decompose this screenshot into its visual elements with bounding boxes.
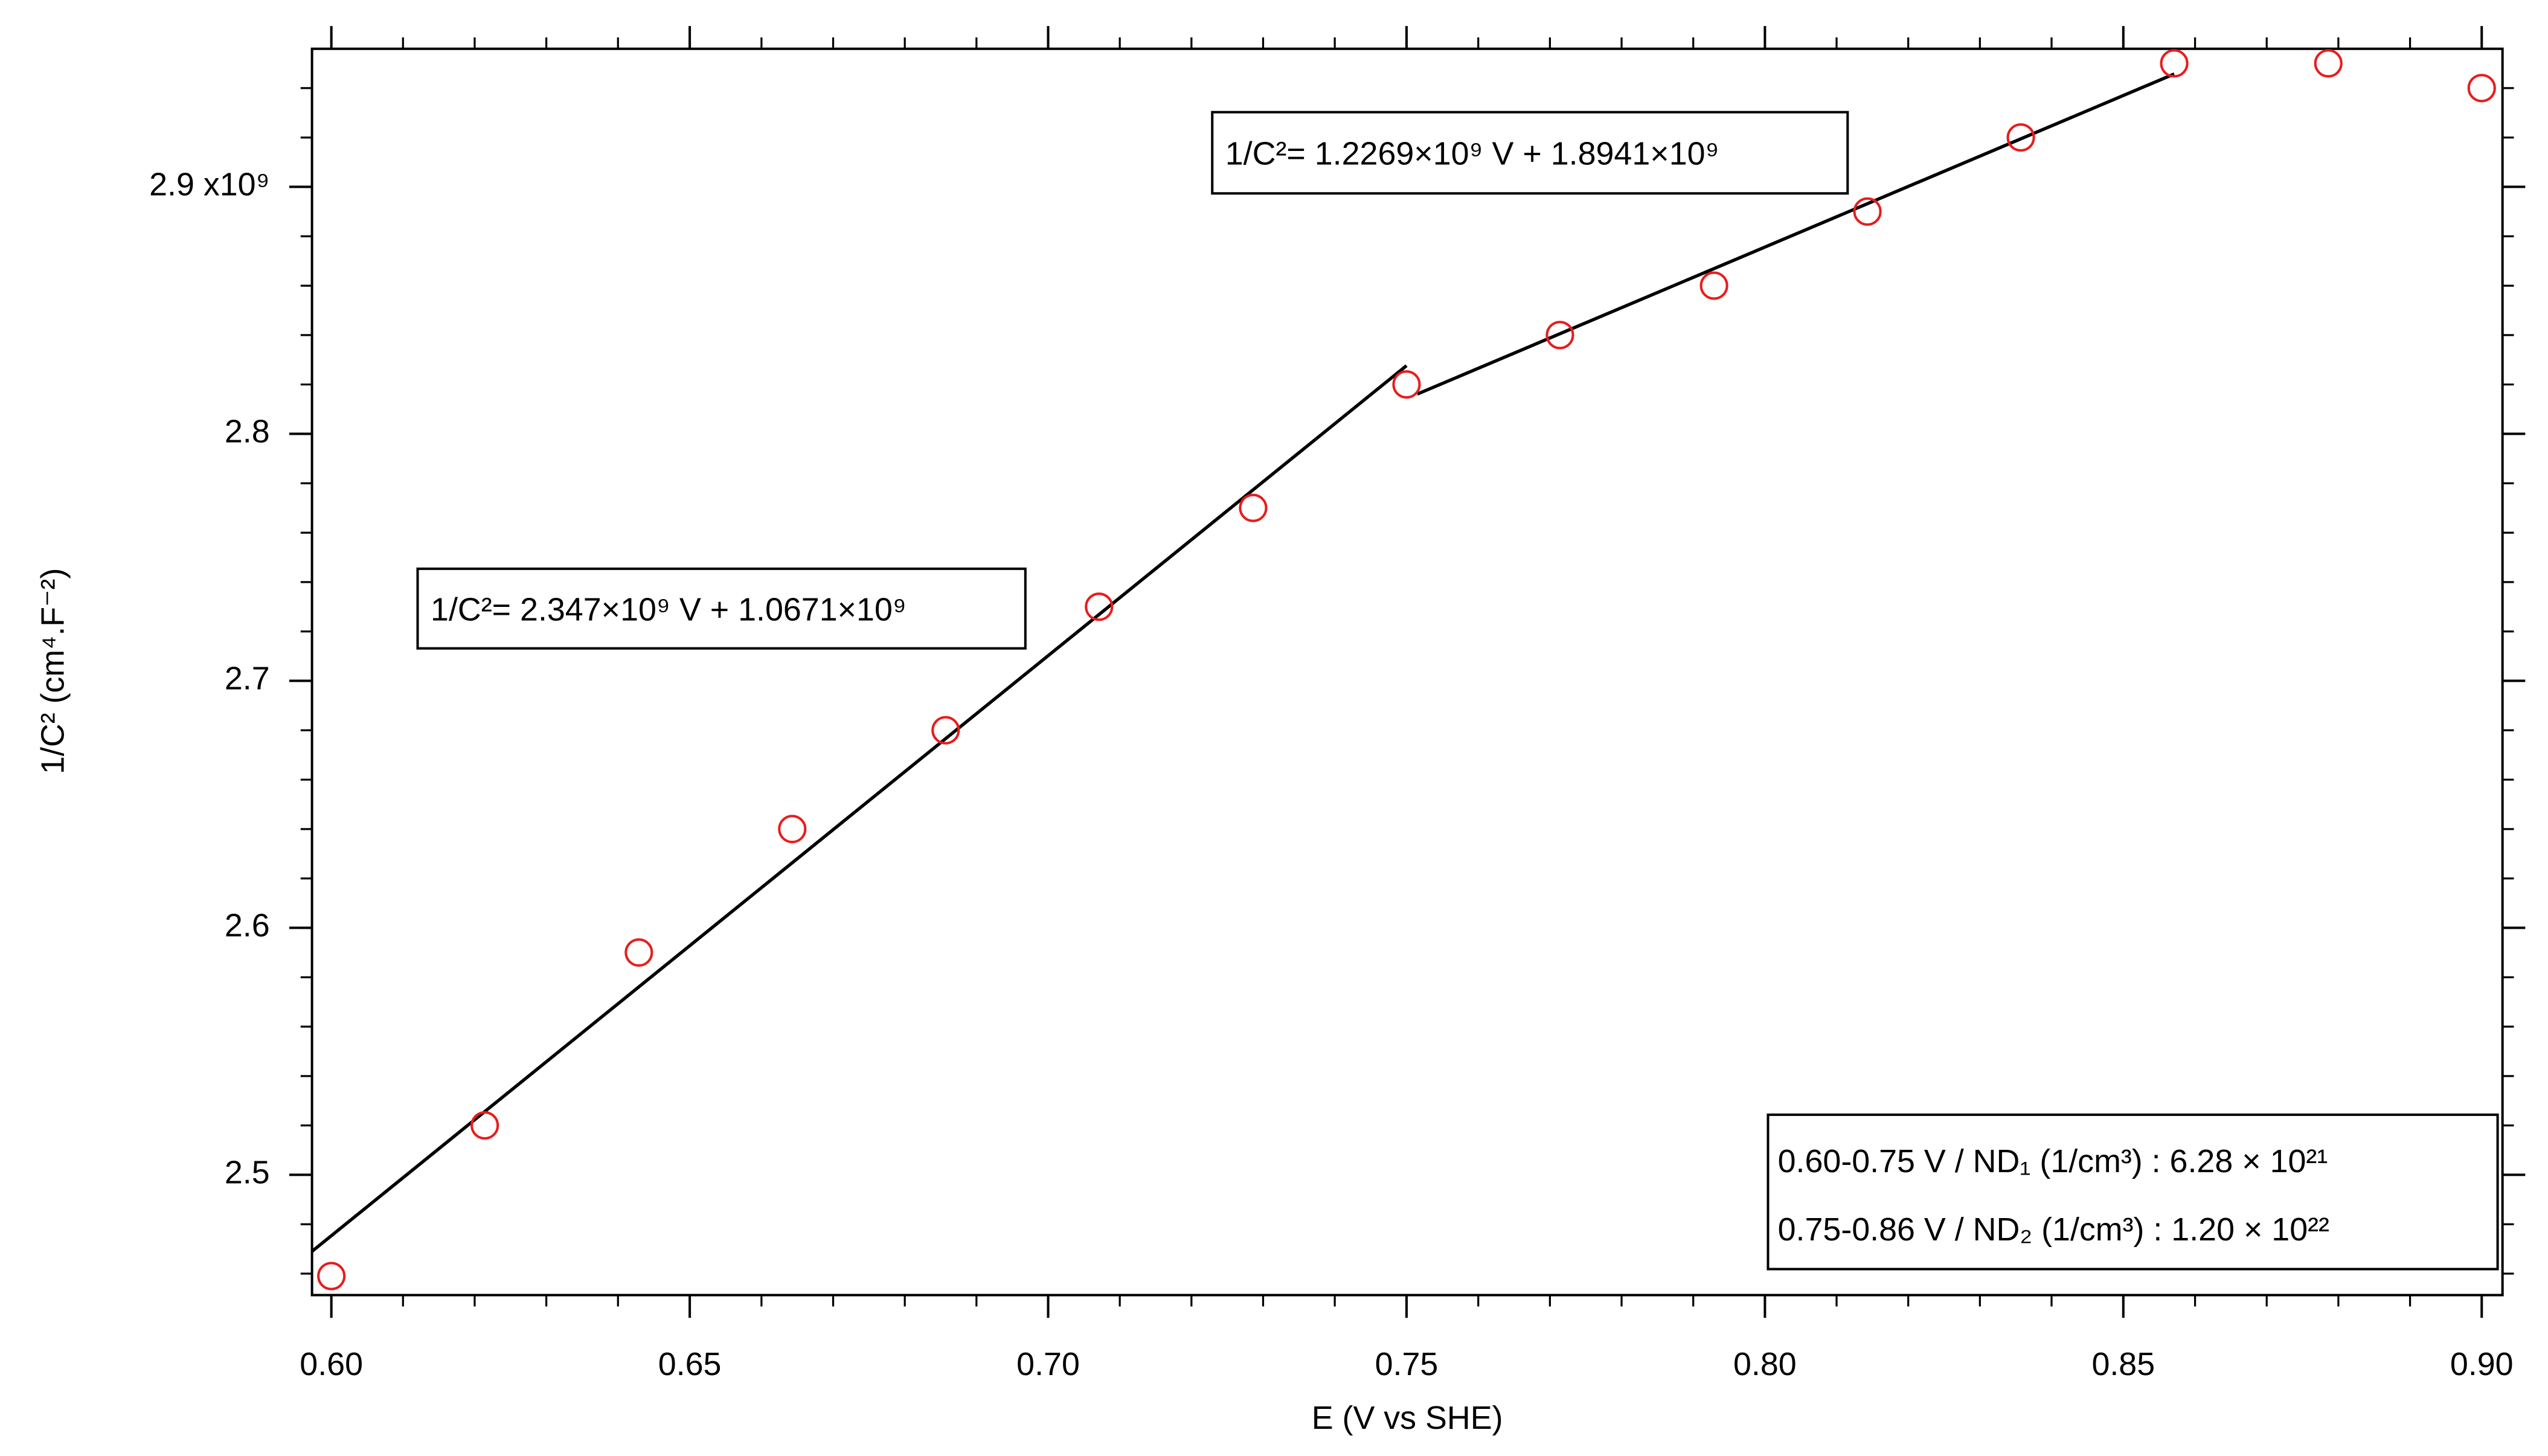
x-axis-title: E (V vs SHE) (1312, 1400, 1503, 1436)
annotation-box (1767, 1113, 2499, 1271)
x-tick-label: 0.85 (2091, 1346, 2155, 1382)
data-point (470, 1111, 499, 1140)
x-tick-label: 0.65 (658, 1346, 722, 1382)
data-point (1699, 271, 1728, 300)
x-tick-label: 0.80 (1733, 1346, 1797, 1382)
fit-line (1416, 72, 2175, 396)
annotation: 0.60-0.75 V / ND₁ (1/cm³) : 6.28 × 10²¹ (1778, 1143, 2328, 1179)
y-tick-label: 2.9 x10⁹ (149, 167, 270, 203)
data-point (317, 1262, 346, 1291)
data-point (1239, 493, 1268, 522)
y-tick-label: 2.6 (225, 908, 270, 944)
x-tick-label: 0.70 (1016, 1346, 1080, 1382)
x-tick-label: 0.90 (2450, 1346, 2514, 1382)
data-point (2467, 74, 2496, 103)
data-point (2314, 49, 2343, 78)
equation-label: 1/C²= 2.347×10⁹ V + 1.0671×10⁹ (431, 591, 907, 627)
y-tick-label: 2.7 (225, 661, 270, 697)
data-point (624, 938, 653, 967)
x-tick-label: 0.75 (1375, 1346, 1439, 1382)
data-point (2006, 123, 2035, 152)
data-point (931, 716, 960, 745)
data-point (1392, 370, 1421, 399)
data-point (778, 815, 807, 844)
equation-label: 1/C²= 1.2269×10⁹ V + 1.8941×10⁹ (1225, 136, 1719, 172)
y-axis-title: 1/C² (cm⁴.F⁻²) (35, 568, 71, 774)
equation-box (1211, 111, 1849, 195)
y-tick-label: 2.8 (225, 414, 270, 450)
data-point (1085, 592, 1114, 621)
fit-line (310, 364, 1408, 1253)
x-tick-label: 0.60 (300, 1346, 363, 1382)
y-tick-label: 2.5 (225, 1155, 270, 1191)
data-point (1853, 197, 1882, 226)
data-point (2160, 49, 2189, 78)
annotation: 0.75-0.86 V / ND₂ (1/cm³) : 1.20 × 10²² (1778, 1211, 2329, 1248)
data-point (1545, 321, 1574, 350)
equation-box (416, 567, 1027, 650)
